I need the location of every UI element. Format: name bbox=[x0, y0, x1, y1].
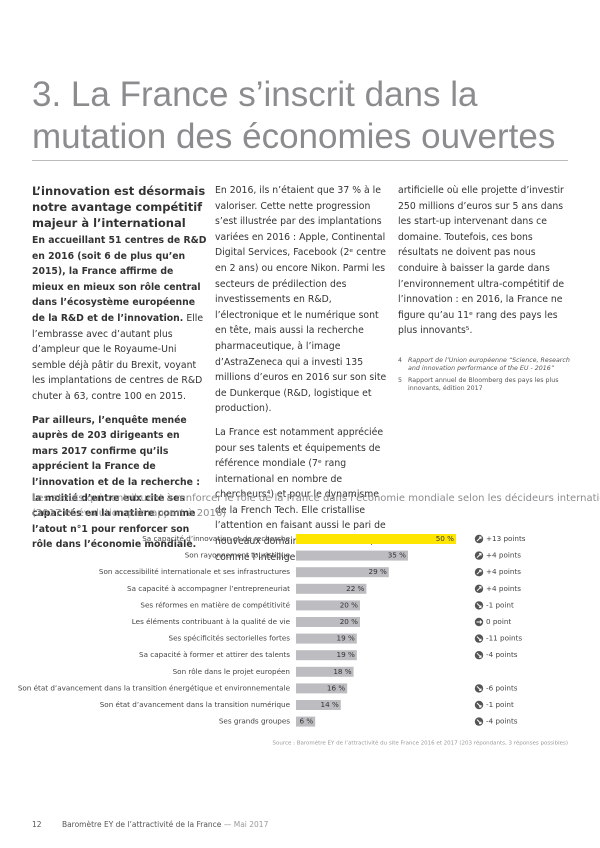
bar bbox=[296, 534, 456, 544]
change-arrow bbox=[476, 686, 482, 691]
footer-date: Mai 2017 bbox=[233, 820, 269, 829]
value-label: 18 % bbox=[333, 667, 351, 676]
value-label: 20 % bbox=[340, 600, 358, 609]
change-arrow bbox=[476, 620, 483, 624]
category-label: Son rôle dans le projet européen bbox=[173, 667, 290, 676]
category-label: Son accessibilité internationale et ses … bbox=[99, 567, 290, 576]
value-label: 50 % bbox=[436, 534, 454, 543]
bold-text: En accueillant 51 centres de R&D en 2016… bbox=[32, 235, 207, 324]
section-heading: L’innovation est désormais notre avantag… bbox=[32, 184, 206, 230]
chart-title: Les atouts qui contribuent à renforcer l… bbox=[32, 492, 600, 504]
category-label: Son état d’avancement dans la transition… bbox=[18, 683, 291, 692]
divider bbox=[32, 160, 568, 161]
footnote-text: Rapport de l’Union européenne “Science, … bbox=[408, 356, 570, 372]
paragraph: Par ailleurs, l’enquête menée auprès de … bbox=[32, 413, 208, 553]
value-label: 20 % bbox=[340, 617, 358, 626]
chart-source: Source : Baromètre EY de l’attractivité … bbox=[273, 740, 569, 747]
footnote-text: Rapport annuel de Bloomberg des pays les… bbox=[408, 376, 559, 392]
footer-separator: — bbox=[223, 820, 232, 829]
category-label: Sa capacité à accompagner l’entrepreneur… bbox=[127, 584, 290, 593]
change-arrow bbox=[476, 719, 482, 725]
footnote: 5 Rapport annuel de Bloomberg des pays le… bbox=[398, 377, 570, 393]
category-label: Ses réformes en matière de compétitivité bbox=[140, 600, 290, 609]
category-label: Sa capacité à former et attirer des tale… bbox=[139, 650, 290, 659]
footnote: 4 Rapport de l’Union européenne “Science,… bbox=[398, 357, 570, 373]
bar bbox=[296, 633, 357, 644]
change-label: -1 point bbox=[486, 700, 514, 709]
footnotes: 4 Rapport de l’Union européenne “Science,… bbox=[398, 357, 570, 393]
category-label: Les éléments contribuant à la qualité de… bbox=[132, 617, 291, 626]
change-label: 0 point bbox=[486, 617, 511, 626]
footnote-number: 4 bbox=[398, 356, 403, 364]
bar bbox=[296, 600, 360, 611]
paragraph: En accueillant 51 centres de R&D en 2016… bbox=[32, 233, 208, 405]
change-label: +4 points bbox=[486, 584, 521, 593]
paragraph: En 2016, ils n’étaient que 37 % à le val… bbox=[215, 185, 387, 415]
bar bbox=[296, 700, 341, 710]
page-title: 3. La France s’inscrit dans la mutation … bbox=[32, 75, 556, 156]
bar bbox=[296, 583, 367, 594]
footer: 12 Baromètre EY de l’attractivité de la … bbox=[32, 820, 268, 829]
value-label: 19 % bbox=[337, 650, 355, 659]
change-arrow bbox=[476, 702, 482, 708]
bar bbox=[296, 666, 354, 677]
footer-text: Baromètre EY de l’attractivité de la Fra… bbox=[61, 820, 222, 829]
change-label: -6 points bbox=[486, 683, 518, 692]
category-label: Ses grands groupes bbox=[219, 717, 290, 726]
change-arrow bbox=[476, 636, 482, 642]
category-label: Son état d’avancement dans la transition… bbox=[100, 700, 291, 709]
change-arrow bbox=[476, 536, 482, 542]
value-label: 22 % bbox=[346, 584, 364, 593]
chart-subtitle: (2017 et évolution par rapport à 2016) bbox=[32, 507, 226, 519]
change-label: +13 points bbox=[486, 534, 526, 543]
middle-column: En 2016, ils n’étaient que 37 % à le val… bbox=[215, 183, 387, 573]
change-arrow bbox=[476, 603, 482, 608]
change-label: -4 points bbox=[486, 717, 518, 726]
bar bbox=[296, 550, 408, 561]
bold-text: Par ailleurs, l’enquête menée auprès de … bbox=[32, 414, 200, 551]
bar bbox=[296, 567, 389, 578]
paragraph: artificielle où elle projette d’investir… bbox=[398, 185, 565, 337]
left-column: L’innovation est désormais notre avantag… bbox=[32, 183, 208, 561]
page-number: 12 bbox=[32, 820, 42, 829]
value-label: 29 % bbox=[369, 567, 387, 576]
value-label: 14 % bbox=[321, 700, 339, 709]
bar bbox=[296, 650, 357, 661]
change-label: -11 points bbox=[486, 634, 522, 643]
value-label: 35 % bbox=[388, 551, 406, 560]
chart: Les atouts qui contribuent à renforcer l… bbox=[18, 492, 600, 747]
category-label: Sa capacité d’innovation et de recherche bbox=[142, 534, 290, 543]
bar bbox=[296, 716, 316, 727]
change-label: +4 points bbox=[486, 551, 521, 560]
right-column: artificielle où elle projette d’investir… bbox=[398, 183, 570, 397]
value-label: 16 % bbox=[327, 683, 345, 692]
bar bbox=[296, 683, 348, 694]
value-label: 6 % bbox=[300, 717, 314, 726]
value-label: 19 % bbox=[337, 634, 355, 643]
bar bbox=[296, 617, 360, 627]
footnote-number: 5 bbox=[398, 376, 403, 384]
category-label: Son rayonnement touristique bbox=[185, 551, 291, 560]
change-arrow bbox=[476, 652, 482, 658]
text: Elle l’embrasse avec d’autant plus d’amp… bbox=[32, 312, 204, 402]
category-label: Ses spécificités sectorielles fortes bbox=[169, 634, 291, 643]
paragraph: La France est notamment appréciée pour s… bbox=[215, 426, 386, 563]
change-arrow bbox=[476, 553, 482, 558]
change-label: +4 points bbox=[486, 567, 521, 576]
change-arrow bbox=[476, 569, 482, 575]
change-arrow bbox=[476, 586, 482, 592]
change-label: -4 points bbox=[486, 650, 518, 659]
change-label: -1 point bbox=[486, 600, 514, 609]
